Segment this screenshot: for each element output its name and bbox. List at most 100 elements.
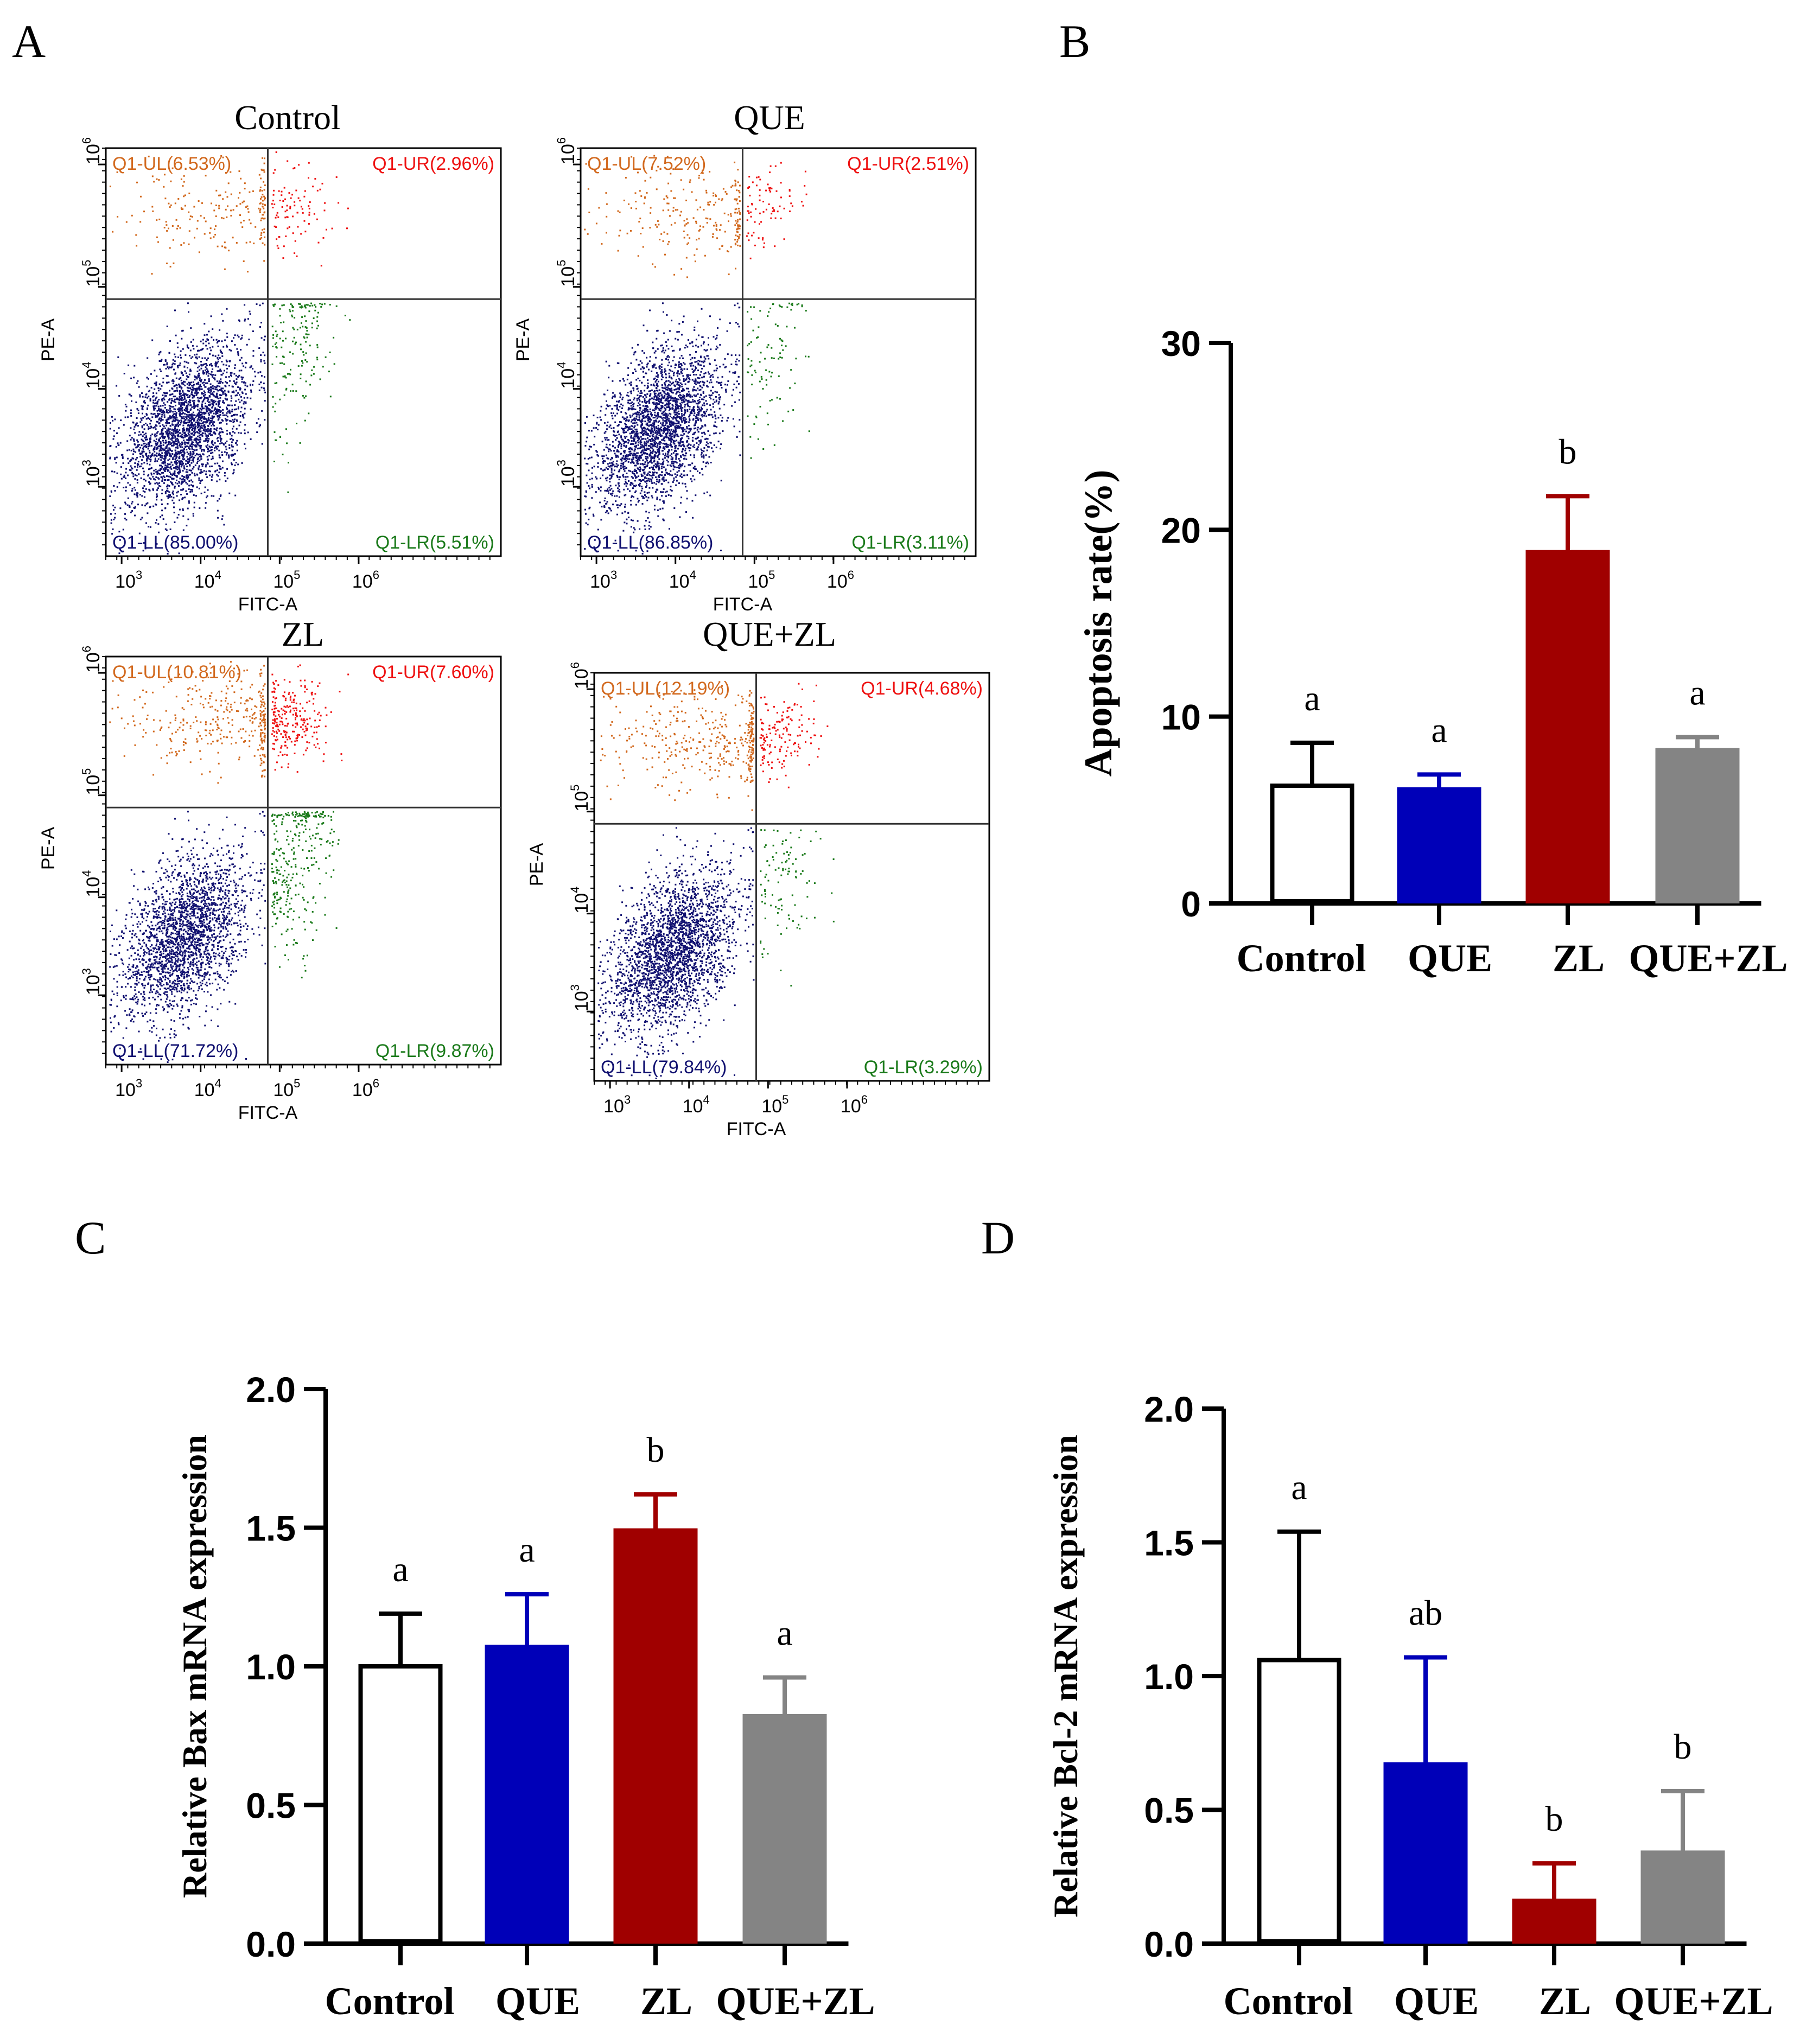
y-axis-label: Relative Bax mRNA expression: [175, 1435, 214, 1898]
y-axis-label: Relative Bcl-2 mRNA expression: [1046, 1435, 1085, 1917]
y-tick-label: 20: [1161, 510, 1201, 550]
category-label: QUE+ZL: [1629, 937, 1788, 980]
significance-letter: a: [392, 1550, 408, 1589]
x-tick-label: 103: [115, 568, 142, 592]
quadrant-lr-label: Q1-LR(9.87%): [376, 1041, 494, 1061]
quadrant-ll-label: Q1-LL(85.00%): [112, 532, 238, 553]
y-axis-label: PE-A: [526, 843, 547, 886]
bar-zl: [1525, 550, 1610, 903]
significance-letter: a: [1689, 673, 1705, 713]
x-tick-label: 103: [115, 1077, 142, 1100]
y-tick-label: 0.0: [246, 1924, 296, 1964]
x-tick-label: 106: [352, 1077, 379, 1100]
bar-que-zl: [1640, 1850, 1725, 1944]
x-tick-label: 106: [352, 568, 379, 592]
bar-que: [1397, 787, 1481, 903]
significance-letter: b: [647, 1430, 665, 1470]
significance-letter: a: [1291, 1468, 1307, 1507]
bar-zl: [613, 1528, 698, 1944]
y-tick-label: 104: [80, 362, 104, 389]
x-tick-label: 106: [841, 1093, 868, 1117]
significance-letter: ab: [1409, 1593, 1442, 1633]
significance-letter: b: [1559, 432, 1577, 472]
y-tick-label: 103: [80, 460, 104, 487]
y-axis-label: PE-A: [38, 826, 59, 870]
category-label: Control: [1224, 1979, 1353, 2023]
y-tick-label: 104: [80, 870, 104, 897]
chart-apoptosis-rate: 0 10 20 30 Apoptosis rate(%) a Control a QUE b ZL a…: [1077, 323, 1788, 980]
y-tick-label: 105: [568, 785, 592, 812]
y-tick-label: 0.5: [1144, 1791, 1194, 1831]
x-tick-label: 105: [748, 568, 775, 592]
y-tick-label: 2.0: [246, 1370, 296, 1410]
panel-label-b: B: [1059, 15, 1090, 67]
category-label: QUE+ZL: [716, 1979, 875, 2023]
category-label: ZL: [1539, 1979, 1591, 2023]
quadrant-ur-label: Q1-UR(4.68%): [861, 678, 983, 699]
bar-que-zl: [742, 1714, 827, 1944]
scatter-points: [109, 661, 349, 1063]
significance-letter: a: [1304, 679, 1320, 718]
bar-que: [1383, 1762, 1468, 1944]
chart-bax-expression: 0.0 0.5 1.0 1.5 2.0 Relative Bax mRNA express…: [175, 1370, 875, 2023]
quadrant-ul-label: Q1-UL(12.19%): [601, 678, 730, 699]
category-label: QUE: [1408, 937, 1492, 980]
x-tick-label: 105: [761, 1093, 788, 1117]
category-label: QUE: [495, 1979, 580, 2023]
bar-control: [1257, 1658, 1341, 1944]
category-label: ZL: [1553, 937, 1605, 980]
y-tick-label: 106: [568, 662, 592, 689]
significance-letter: b: [1674, 1727, 1692, 1767]
y-tick-label: 30: [1161, 323, 1201, 364]
significance-letter: a: [1431, 710, 1447, 750]
x-axis-label: FITC-A: [238, 1103, 298, 1123]
chart-bcl2-expression: 0.0 0.5 1.0 1.5 2.0 Relative Bcl-2 mRNA expre…: [1046, 1389, 1773, 2023]
panel-label-a: A: [12, 15, 46, 67]
y-tick-label: 0: [1181, 884, 1201, 924]
x-tick-label: 105: [273, 1077, 300, 1100]
category-label: ZL: [640, 1979, 692, 2023]
y-tick-label: 104: [555, 362, 578, 389]
flow-plot-title: QUE+ZL: [703, 615, 836, 653]
y-tick-label: 0.0: [1144, 1924, 1194, 1964]
x-tick-label: 105: [273, 568, 300, 592]
y-tick-label: 1.0: [246, 1647, 296, 1687]
x-tick-label: 103: [590, 568, 617, 592]
panel-label-d: D: [981, 1212, 1015, 1264]
y-axis-label: PE-A: [38, 318, 59, 361]
y-tick-label: 106: [80, 137, 104, 164]
y-tick-label: 105: [80, 260, 104, 287]
x-axis-label: FITC-A: [238, 594, 298, 615]
quadrant-ul-label: Q1-UL(7.52%): [587, 154, 706, 174]
quadrant-ll-label: Q1-LL(71.72%): [112, 1041, 238, 1061]
quadrant-lr-label: Q1-LR(3.11%): [851, 532, 969, 553]
category-label: Control: [325, 1979, 455, 2023]
quadrant-ll-label: Q1-LL(86.85%): [587, 532, 713, 553]
quadrant-ll-label: Q1-LL(79.84%): [601, 1057, 727, 1078]
x-axis-label: FITC-A: [727, 1119, 786, 1139]
scatter-points: [584, 155, 810, 555]
y-tick-label: 103: [555, 460, 578, 487]
quadrant-ul-label: Q1-UL(6.53%): [112, 154, 231, 174]
y-tick-label: 2.0: [1144, 1389, 1194, 1429]
y-tick-label: 105: [80, 768, 104, 795]
y-tick-label: 104: [568, 887, 592, 914]
category-label: Control: [1237, 937, 1366, 980]
y-tick-label: 106: [80, 646, 104, 673]
scatter-points: [597, 681, 835, 1079]
x-axis-label: FITC-A: [713, 594, 773, 615]
flow-plot-que: QUE Q1-UL(7.52%) Q1-UR(2.51%) Q1-LL(86.85%)…: [513, 98, 977, 615]
flow-plot-que-zl: QUE+ZL Q1-UL(12.19%) Q1-UR(4.68%) Q1-LL(79.…: [526, 615, 990, 1139]
panel-label-c: C: [75, 1212, 106, 1264]
bar-zl: [1512, 1899, 1597, 1944]
y-tick-label: 0.5: [246, 1786, 296, 1826]
x-tick-label: 104: [683, 1093, 710, 1117]
bar-control: [1270, 784, 1354, 903]
y-tick-label: 1.5: [1144, 1523, 1194, 1563]
bar-que: [485, 1645, 569, 1944]
y-tick-label: 106: [555, 137, 578, 164]
bar-que-zl: [1655, 748, 1740, 903]
y-axis-label: Apoptosis rate(%): [1077, 470, 1120, 777]
